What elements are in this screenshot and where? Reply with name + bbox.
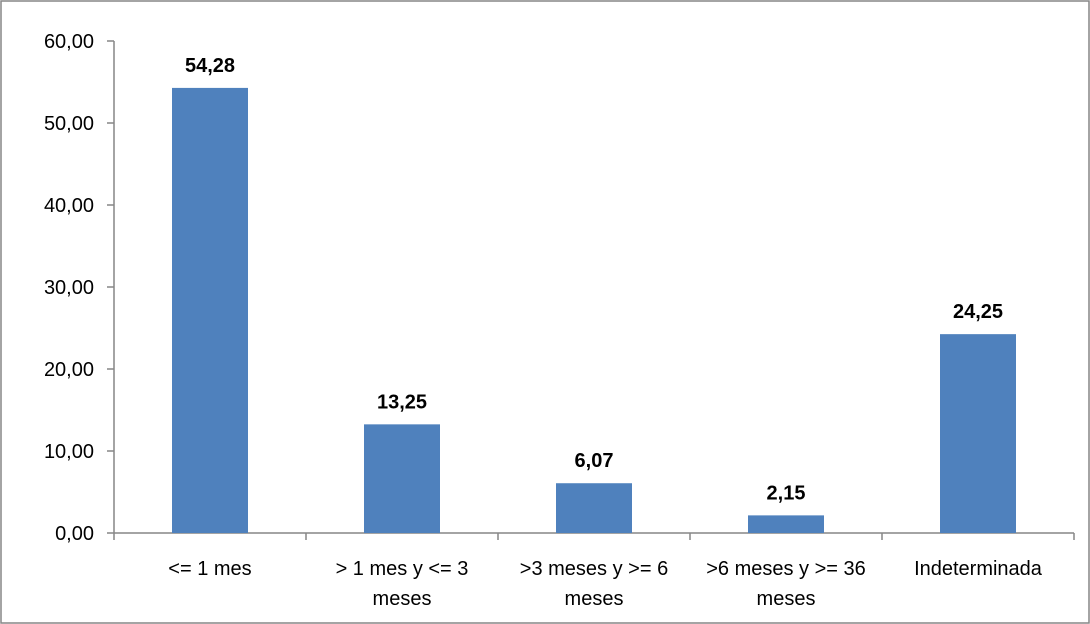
- bar: [364, 424, 440, 533]
- x-tick-label: > 1 mes y <= 3 meses: [336, 558, 469, 610]
- y-tick-label: 30,00: [44, 277, 94, 299]
- data-labels: 54,28 13,25 6,07 2,15 24,25: [185, 55, 1003, 504]
- bars: [172, 87, 1016, 534]
- x-tick-label: >6 meses y >= 36 meses: [706, 558, 866, 610]
- y-tick-label: 20,00: [44, 359, 94, 381]
- y-tick-label: 10,00: [44, 441, 94, 463]
- data-label: 2,15: [767, 482, 806, 504]
- x-tick-label: Indeterminada: [914, 558, 1043, 580]
- y-axis-ticks: 0,00 10,00 20,00 30,00 40,00 50,00 60,00: [44, 31, 114, 545]
- y-tick-label: 0,00: [55, 523, 94, 545]
- category-labels: <= 1 mes > 1 mes y <= 3 meses >3 meses y >=…: [168, 558, 1042, 610]
- y-tick-label: 60,00: [44, 31, 94, 53]
- x-tick-label: <= 1 mes: [168, 558, 251, 580]
- x-tick-label: >3 meses y >= 6 meses: [520, 558, 668, 610]
- bar: [172, 87, 248, 534]
- x-axis-ticks: [113, 533, 1075, 540]
- bar: [940, 334, 1016, 533]
- data-label: 13,25: [377, 391, 427, 413]
- data-label: 54,28: [185, 55, 235, 77]
- data-label: 24,25: [953, 301, 1003, 323]
- y-tick-label: 40,00: [44, 195, 94, 217]
- bar: [556, 483, 632, 533]
- y-tick-label: 50,00: [44, 113, 94, 135]
- data-label: 6,07: [575, 450, 614, 472]
- bar: [748, 515, 824, 533]
